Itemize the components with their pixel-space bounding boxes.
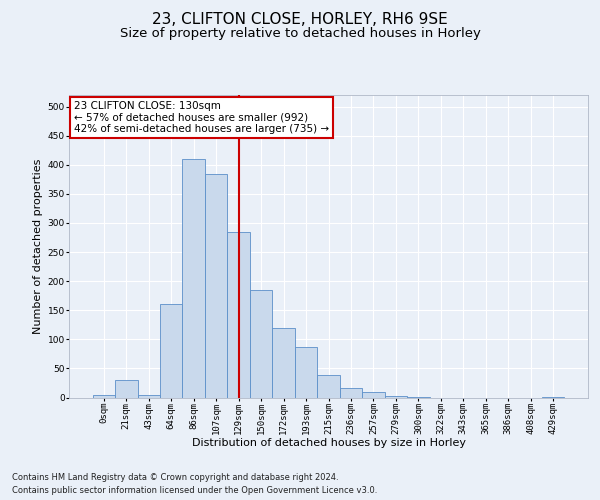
Bar [227, 232, 250, 398]
Bar [385, 396, 407, 398]
Bar [182, 159, 205, 398]
Bar [137, 394, 160, 398]
X-axis label: Distribution of detached houses by size in Horley: Distribution of detached houses by size … [191, 438, 466, 448]
Text: Size of property relative to detached houses in Horley: Size of property relative to detached ho… [119, 28, 481, 40]
Bar [542, 397, 565, 398]
Bar [340, 388, 362, 398]
Text: Contains HM Land Registry data © Crown copyright and database right 2024.: Contains HM Land Registry data © Crown c… [12, 472, 338, 482]
Bar [362, 392, 385, 398]
Y-axis label: Number of detached properties: Number of detached properties [34, 158, 43, 334]
Bar [205, 174, 227, 398]
Text: Contains public sector information licensed under the Open Government Licence v3: Contains public sector information licen… [12, 486, 377, 495]
Bar [407, 397, 430, 398]
Bar [115, 380, 137, 398]
Bar [160, 304, 182, 398]
Text: 23, CLIFTON CLOSE, HORLEY, RH6 9SE: 23, CLIFTON CLOSE, HORLEY, RH6 9SE [152, 12, 448, 28]
Text: 23 CLIFTON CLOSE: 130sqm
← 57% of detached houses are smaller (992)
42% of semi-: 23 CLIFTON CLOSE: 130sqm ← 57% of detach… [74, 101, 329, 134]
Bar [317, 376, 340, 398]
Bar [272, 328, 295, 398]
Bar [250, 290, 272, 398]
Bar [92, 394, 115, 398]
Bar [295, 347, 317, 398]
